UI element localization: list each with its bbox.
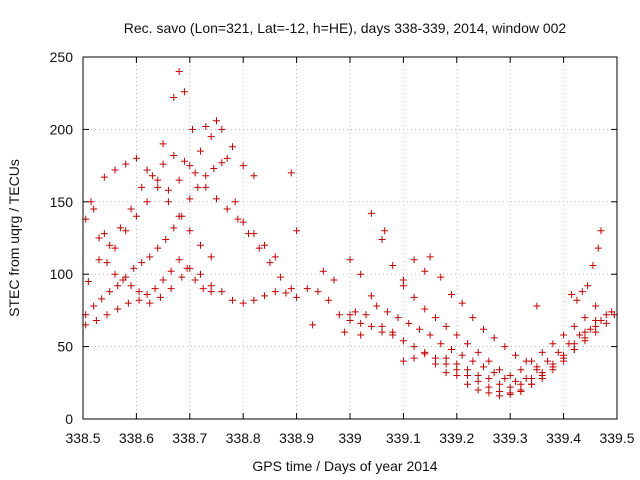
x-tick-label: 339.2 (439, 430, 474, 446)
y-tick-label: 250 (50, 49, 74, 65)
x-tick-label: 339.3 (493, 430, 528, 446)
y-tick-label: 200 (50, 121, 74, 137)
y-tick-label: 50 (57, 339, 73, 355)
x-tick-label: 339.1 (386, 430, 421, 446)
chart-background (0, 0, 640, 480)
x-tick-label: 338.5 (65, 430, 100, 446)
x-tick-label: 338.8 (226, 430, 261, 446)
x-tick-label: 339.5 (599, 430, 634, 446)
x-axis-label: GPS time / Days of year 2014 (252, 458, 437, 474)
stec-scatter-chart: Rec. savo (Lon=321, Lat=-12, h=HE), days… (0, 0, 640, 480)
y-tick-label: 100 (50, 266, 74, 282)
x-tick-label: 338.6 (119, 430, 154, 446)
y-tick-label: 150 (50, 194, 74, 210)
x-tick-label: 339.4 (546, 430, 581, 446)
x-tick-label: 338.7 (172, 430, 207, 446)
y-tick-label: 0 (65, 411, 73, 427)
y-axis-label: STEC from uqrg / TECUs (6, 159, 22, 317)
x-tick-label: 338.9 (279, 430, 314, 446)
chart-title: Rec. savo (Lon=321, Lat=-12, h=HE), days… (124, 20, 567, 36)
x-tick-label: 339 (338, 430, 362, 446)
